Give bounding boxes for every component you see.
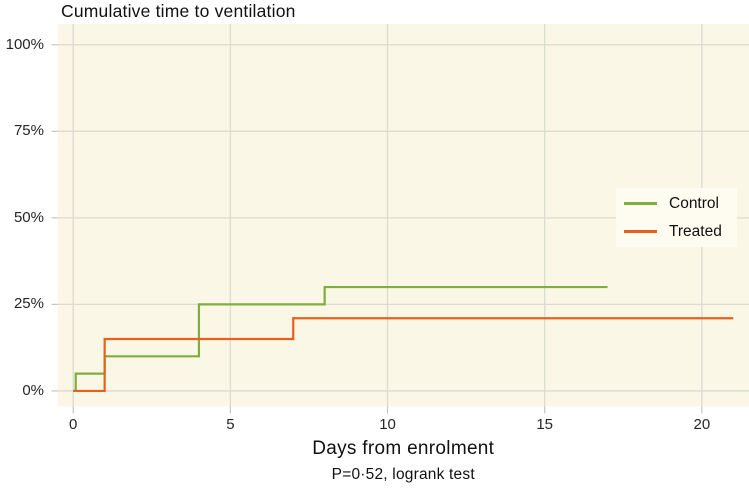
legend: Control Treated xyxy=(616,188,737,247)
pvalue-caption: P=0·52, logrank test xyxy=(331,466,475,483)
y-tick-label: 25% xyxy=(13,295,44,313)
x-tick-label: 0 xyxy=(69,415,78,433)
chart-title: Cumulative time to ventilation xyxy=(61,1,296,21)
legend-label: Control xyxy=(669,194,719,212)
y-tick-label: 75% xyxy=(13,122,44,140)
y-tick-label: 100% xyxy=(5,35,44,53)
x-tick-label: 5 xyxy=(226,415,235,433)
legend-item-control: Control xyxy=(624,193,737,214)
legend-label: Treated xyxy=(669,222,722,240)
legend-item-treated: Treated xyxy=(624,221,737,242)
treated-legend-key-line xyxy=(624,230,657,233)
control-legend-key-line xyxy=(624,202,657,205)
y-tick-label: 50% xyxy=(13,208,44,226)
x-tick-label: 20 xyxy=(693,415,711,433)
x-axis-label: Days from enrolment xyxy=(312,438,495,459)
x-tick-label: 15 xyxy=(536,415,554,433)
control-series-line xyxy=(73,285,608,393)
treated-series-line xyxy=(73,317,734,393)
x-tick-label: 10 xyxy=(379,415,396,433)
y-tick-label: 0% xyxy=(22,381,44,399)
